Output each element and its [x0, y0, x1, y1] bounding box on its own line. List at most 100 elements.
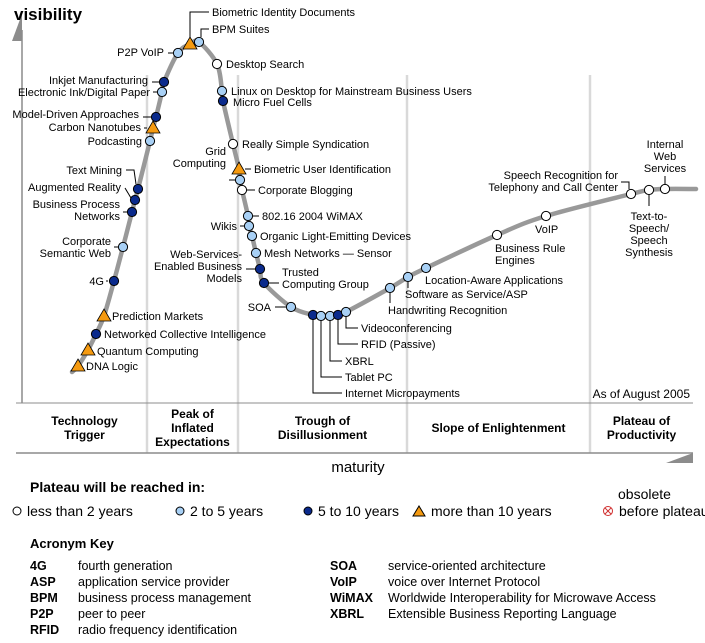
- marker-location-aware-applications: [420, 262, 432, 274]
- phase-label-trigger: Trigger: [64, 428, 105, 442]
- legend-label: before plateau: [619, 503, 705, 519]
- leader-line: [126, 169, 137, 185]
- label-line: Biometric Identity Documents: [212, 7, 356, 19]
- label-text-mining: Text Mining: [66, 165, 122, 177]
- label-line: Semantic Web: [40, 248, 111, 260]
- marker-inkjet-manufacturing: [158, 76, 170, 88]
- acronym-row: XBRL Extensible Business Reporting Langua…: [330, 606, 656, 622]
- acronym-row: VoIP voice over Internet Protocol: [330, 574, 656, 590]
- acronym-row: SOA service-oriented architecture: [330, 558, 656, 574]
- marker-podcasting: [144, 135, 156, 147]
- label-wikis: Wikis: [211, 221, 238, 233]
- label-biometric-identity-documents: Biometric Identity Documents: [212, 7, 356, 19]
- label-line: Quantum Computing: [97, 346, 199, 358]
- label-micro-fuel-cells: Micro Fuel Cells: [233, 97, 312, 109]
- marker-biometric-identity-documents: [182, 36, 198, 50]
- acronym-key-left: 4G fourth generation ASP application servi…: [30, 558, 251, 638]
- marker-corporate-semantic-web: [117, 241, 129, 253]
- label-videoconferencing: Videoconferencing: [361, 323, 452, 335]
- marker-web-services-enabled-business-models: [254, 263, 266, 275]
- label-line: Speech/: [629, 223, 670, 235]
- label-augmented-reality: Augmented Reality: [28, 182, 121, 194]
- label-line: BPM Suites: [212, 24, 270, 36]
- marker-carbon-nanotubes: [145, 120, 161, 134]
- acronym-meaning: fourth generation: [78, 559, 173, 573]
- label-rfid-passive: RFID (Passive): [361, 339, 436, 351]
- leader-line: [312, 320, 342, 394]
- acronym-row: 4G fourth generation: [30, 558, 251, 574]
- label-desktop-search: Desktop Search: [226, 59, 304, 71]
- label-line: Podcasting: [88, 136, 142, 148]
- label-line: Enabled Business: [154, 261, 243, 273]
- leader-line: [320, 321, 342, 378]
- label-line: Mesh Networks — Sensor: [264, 248, 392, 260]
- label-corporate-semantic-web: Corporate Semantic Web: [40, 236, 111, 260]
- label-line: Linux on Desktop for Mainstream Business…: [231, 86, 472, 98]
- label-voip: VoIP: [535, 224, 558, 236]
- marker-desktop-search: [211, 58, 223, 70]
- marker-802-16-2004-wimax: [242, 210, 254, 222]
- label-really-simple-syndication: Really Simple Syndication: [242, 139, 369, 151]
- label-prediction-markets: Prediction Markets: [112, 311, 204, 323]
- marker-grid-computing: [234, 174, 246, 186]
- marker-mesh-networks-sensor: [250, 247, 262, 259]
- label-line: VoIP: [535, 224, 558, 236]
- label-podcasting: Podcasting: [88, 136, 142, 148]
- label-line: SOA: [248, 302, 272, 314]
- leader-line: [337, 320, 358, 345]
- label-line: Location-Aware Applications: [425, 275, 563, 287]
- marker-videoconferencing: [340, 306, 352, 318]
- marker-voip: [540, 210, 552, 222]
- label-business-process-networks: Business Process Networks: [33, 199, 121, 223]
- label-line: Business Process: [33, 199, 121, 211]
- x-axis-arrow-icon: [666, 453, 693, 463]
- crossed-circle-icon: [603, 506, 613, 516]
- label-speech-recognition-for-telephony-and-call-center: Speech Recognition for Telephony and Call…: [488, 170, 618, 194]
- label-line: Organic Light-Emitting Devices: [260, 231, 412, 243]
- marker-internal-web-services: [659, 183, 671, 195]
- legend-item-obsolete: before plateau: [602, 503, 705, 519]
- acronym: RFID: [30, 623, 60, 637]
- phase-label-plateau: Plateau of: [613, 414, 671, 428]
- label-line: Computing Group: [282, 279, 369, 291]
- label-corporate-blogging: Corporate Blogging: [258, 185, 353, 197]
- leader-line: [200, 28, 209, 37]
- phase-label-peak: Inflated: [171, 421, 214, 435]
- acronym-meaning: application service provider: [78, 575, 230, 589]
- label-line: Telephony and Call Center: [488, 182, 618, 194]
- marker-tablet-pc: [315, 310, 327, 322]
- label-line: Tablet PC: [345, 372, 393, 384]
- legend-label: 2 to 5 years: [190, 503, 264, 519]
- label-line: Wikis: [211, 221, 238, 233]
- acronym-row: RFID radio frequency identification: [30, 622, 251, 638]
- label-carbon-nanotubes: Carbon Nanotubes: [49, 122, 142, 134]
- legend-title: Plateau will be reached in:: [30, 479, 206, 495]
- label-organic-light-emitting-devices: Organic Light-Emitting Devices: [260, 231, 412, 243]
- label-networked-collective-intelligence: Networked Collective Intelligence: [104, 329, 266, 341]
- label-line: Computing: [173, 158, 226, 170]
- label-tablet-pc: Tablet PC: [345, 372, 393, 384]
- marker-trusted-computing-group: [258, 277, 270, 289]
- marker-really-simple-syndication: [227, 138, 239, 150]
- label-line: Carbon Nanotubes: [49, 122, 142, 134]
- marker-micro-fuel-cells: [217, 95, 229, 107]
- open-circle-icon: [12, 506, 22, 516]
- phase-label-trough: Disillusionment: [278, 428, 367, 442]
- marker-dna-logic: [70, 358, 86, 372]
- label-software-as-service-asp: Software as Service/ASP: [405, 289, 528, 301]
- label-inkjet-manufacturing: Inkjet Manufacturing: [49, 75, 148, 87]
- marker-soa: [285, 301, 297, 313]
- label-xbrl: XBRL: [345, 356, 374, 368]
- acronym: BPM: [30, 591, 58, 605]
- marker-corporate-blogging: [236, 184, 248, 196]
- acronym-meaning: peer to peer: [78, 607, 146, 621]
- label-line: Models: [207, 273, 243, 285]
- label-web-services-enabled-business-models: Web-Services-Enabled Business Models: [154, 249, 243, 285]
- marker-business-process-networks: [126, 206, 138, 218]
- label-soa: SOA: [248, 302, 272, 314]
- label-linux-on-desktop-for-mainstream-business-users: Linux on Desktop for Mainstream Business…: [231, 86, 472, 98]
- orange-triangle-icon: [412, 505, 426, 517]
- acronym-meaning: Worldwide Interoperability for Microwave…: [388, 591, 656, 605]
- label-line: Text Mining: [66, 165, 122, 177]
